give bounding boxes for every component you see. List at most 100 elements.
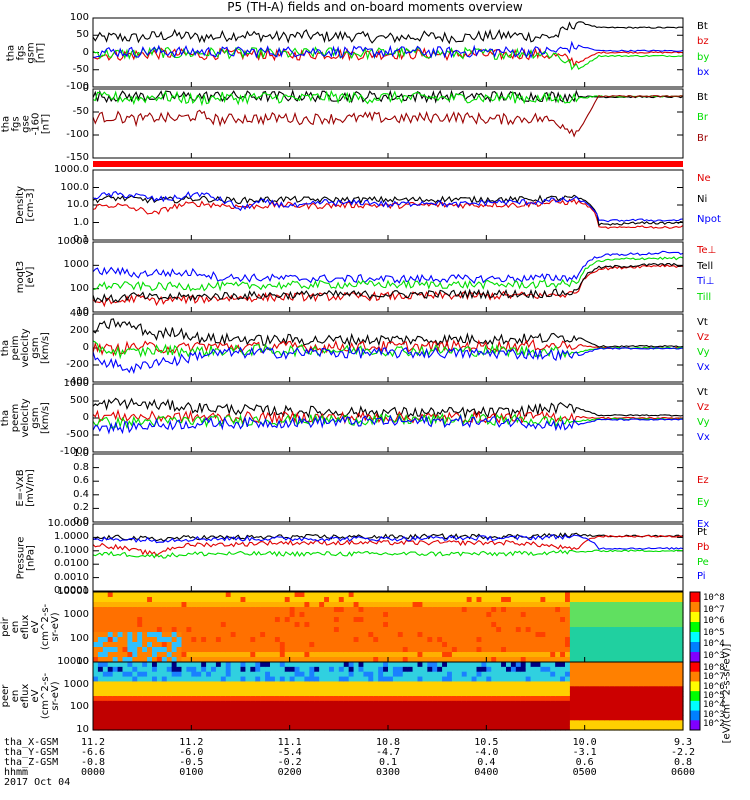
series-line	[92, 194, 684, 227]
heatmap-cell	[299, 662, 306, 668]
heatmap-cell	[402, 671, 409, 678]
heatmap-cell	[274, 691, 281, 697]
heatmap-cell	[471, 696, 478, 702]
legend-entry: Bt	[697, 92, 708, 103]
heatmap-cell	[245, 671, 251, 678]
heatmap-cell	[574, 676, 581, 683]
heatmap-cell	[545, 632, 551, 638]
heatmap-cell	[565, 622, 571, 628]
heatmap-cell	[132, 597, 138, 603]
heatmap-cell	[220, 666, 227, 673]
heatmap-cell	[225, 681, 232, 687]
heatmap-cell	[663, 597, 669, 603]
heatmap-cell	[525, 671, 532, 678]
heatmap-cell	[274, 602, 281, 608]
heatmap-cell	[515, 662, 522, 668]
heatmap-cell	[496, 627, 502, 633]
heatmap-cell	[643, 671, 650, 678]
heatmap-cell	[353, 602, 360, 608]
heatmap-cell	[442, 637, 448, 643]
heatmap-cell	[668, 632, 674, 638]
heatmap-cell	[486, 617, 492, 623]
heatmap-cell	[447, 627, 453, 633]
heatmap-cell	[599, 607, 605, 613]
heatmap-cell	[279, 647, 286, 653]
heatmap-cell	[250, 676, 256, 683]
heatmap-cell	[545, 607, 551, 613]
heatmap-cell	[663, 710, 669, 717]
heatmap-cell	[358, 592, 365, 598]
heatmap-cell	[658, 686, 664, 692]
heatmap-cell	[196, 597, 202, 603]
heatmap-cell	[461, 637, 468, 643]
heatmap-cell	[102, 637, 109, 643]
heatmap-cell	[496, 647, 502, 653]
heatmap-cell	[638, 597, 645, 603]
heatmap-cell	[294, 681, 301, 687]
heatmap-cell	[348, 705, 355, 712]
heatmap-cell	[156, 627, 163, 633]
ytick-label: 10000	[57, 586, 89, 597]
heatmap-cell	[206, 612, 212, 618]
heatmap-cell	[481, 622, 487, 628]
heatmap-cell	[338, 627, 345, 633]
heatmap-cell	[132, 696, 138, 702]
heatmap-cell	[112, 637, 119, 643]
heatmap-cell	[668, 607, 674, 613]
heatmap-cell	[97, 632, 104, 638]
heatmap-cell	[422, 622, 428, 628]
heatmap-cell	[407, 652, 414, 658]
heatmap-cell	[412, 647, 419, 653]
heatmap-cell	[407, 627, 414, 633]
heatmap-cell	[461, 671, 468, 678]
heatmap-cell	[309, 617, 315, 623]
heatmap-cell	[402, 632, 409, 638]
heatmap-cell	[304, 617, 310, 623]
heatmap-cell	[584, 691, 591, 697]
heatmap-cell	[619, 696, 625, 702]
heatmap-cell	[447, 710, 453, 717]
heatmap-cell	[574, 617, 581, 623]
heatmap-cell	[565, 710, 571, 717]
heatmap-cell	[501, 622, 507, 628]
heatmap-cell	[456, 612, 463, 618]
heatmap-cell	[93, 647, 99, 653]
heatmap-cell	[152, 671, 158, 678]
heatmap-cell	[481, 617, 487, 623]
heatmap-cell	[422, 632, 428, 638]
heatmap-cell	[107, 627, 114, 633]
heatmap-cell	[510, 686, 517, 692]
heatmap-cell	[255, 720, 261, 726]
heatmap-cell	[442, 710, 448, 717]
heatmap-cell	[638, 637, 645, 643]
heatmap-cell	[668, 691, 674, 697]
heatmap-cell	[417, 666, 424, 673]
heatmap-cell	[540, 642, 546, 648]
heatmap-cell	[491, 725, 497, 731]
heatmap-cell	[196, 642, 202, 648]
heatmap-cell	[284, 627, 291, 633]
heatmap-cell	[407, 700, 414, 707]
heatmap-cell	[658, 617, 664, 623]
heatmap-cell	[161, 662, 168, 668]
heatmap-cell	[491, 686, 497, 692]
heatmap-cell	[422, 617, 428, 623]
heatmap-cell	[466, 597, 473, 603]
heatmap-cell	[555, 607, 561, 613]
heatmap-cell	[501, 715, 507, 721]
heatmap-cell	[250, 725, 256, 731]
heatmap-cell	[466, 627, 473, 633]
heatmap-cell	[294, 700, 301, 707]
heatmap-cell	[353, 597, 360, 603]
heatmap-cell	[555, 691, 561, 697]
heatmap-cell	[220, 720, 227, 726]
heatmap-cell	[353, 671, 360, 678]
heatmap-cell	[93, 632, 99, 638]
xtick-label: 11.2	[80, 737, 106, 748]
heatmap-cell	[584, 725, 591, 731]
heatmap-cell	[142, 597, 148, 603]
ytick-label: 400	[69, 308, 89, 319]
heatmap-cell	[112, 607, 119, 613]
heatmap-cell	[284, 700, 291, 707]
heatmap-cell	[569, 642, 576, 648]
